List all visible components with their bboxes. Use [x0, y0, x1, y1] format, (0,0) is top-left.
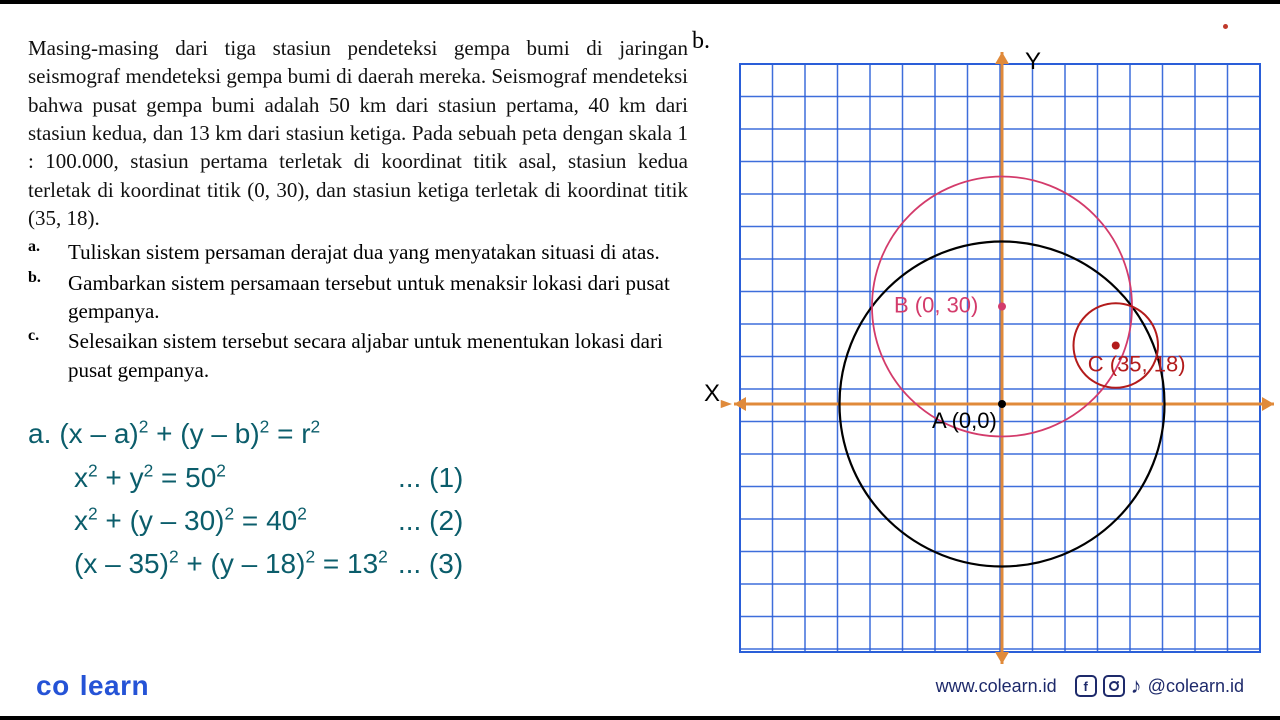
eq3-tag: ... (3) [398, 542, 463, 585]
item-c-text: Selesaikan sistem tersebut secara aljaba… [68, 327, 688, 384]
footer-url: www.colearn.id [936, 676, 1057, 697]
item-b-label: b. [28, 269, 50, 326]
left-column: Masing-masing dari tiga stasiun pendetek… [28, 34, 688, 586]
problem-paragraph: Masing-masing dari tiga stasiun pendetek… [28, 34, 688, 232]
main-content: Masing-masing dari tiga stasiun pendetek… [0, 4, 1280, 586]
problem-item-b: b. Gambarkan sistem persamaan tersebut u… [28, 269, 688, 326]
item-a-text: Tuliskan sistem persaman derajat dua yan… [68, 238, 688, 266]
eq2-tag: ... (2) [398, 499, 463, 542]
eq-general-row: a. (x – a)2 + (y – b)2 = r2 [28, 412, 688, 455]
chart-svg: A (0,0) B (0, 30) C (35, 18) [730, 54, 1270, 674]
eq3-row: (x – 35)2 + (y – 18)2 = 132 ... (3) [74, 542, 688, 585]
item-b-text: Gambarkan sistem persamaan tersebut untu… [68, 269, 688, 326]
problem-item-c: c. Selesaikan sistem tersebut secara alj… [28, 327, 688, 384]
item-c-label: c. [28, 327, 50, 384]
social-icons: f ♪ @colearn.id [1075, 673, 1244, 699]
eq-general: (x – a)2 + (y – b)2 = r2 [59, 412, 320, 455]
y-axis-label: Y [1025, 48, 1041, 76]
eq3: (x – 35)2 + (y – 18)2 = 132 [74, 542, 388, 585]
svg-text:A (0,0): A (0,0) [932, 408, 997, 433]
answer-a-equations: a. (x – a)2 + (y – b)2 = r2 x2 + y2 = 50… [28, 412, 688, 586]
logo-part2: learn [80, 670, 149, 701]
eq1-row: x2 + y2 = 502 ... (1) [74, 456, 688, 499]
tiktok-icon: ♪ [1131, 673, 1142, 699]
x-axis-label: X [704, 380, 720, 408]
eq1-tag: ... (1) [398, 456, 463, 499]
problem-item-a: a. Tuliskan sistem persaman derajat dua … [28, 238, 688, 266]
footer-right: www.colearn.id f ♪ @colearn.id [936, 673, 1244, 699]
right-column: b. Y X A (0,0)B (0, 30)C (35, 18) [712, 34, 1252, 586]
facebook-icon: f [1075, 675, 1097, 697]
decorative-dot [1223, 24, 1228, 29]
brand-logo: colearn [36, 670, 149, 702]
chart-b-label: b. [692, 28, 710, 55]
answer-a-prefix: a. [28, 412, 51, 455]
logo-part1: co [36, 670, 70, 701]
footer-bar: colearn www.colearn.id f ♪ @colearn.id [0, 670, 1280, 702]
svg-text:B (0, 30): B (0, 30) [894, 293, 978, 318]
eq2-row: x2 + (y – 30)2 = 402 ... (2) [74, 499, 688, 542]
eq1: x2 + y2 = 502 [74, 456, 374, 499]
chart-area: Y X A (0,0)B (0, 30)C (35, 18) [730, 54, 1270, 679]
item-a-label: a. [28, 238, 50, 266]
instagram-icon [1103, 675, 1125, 697]
eq2: x2 + (y – 30)2 = 402 [74, 499, 374, 542]
svg-text:C (35, 18): C (35, 18) [1088, 352, 1186, 377]
problem-list: a. Tuliskan sistem persaman derajat dua … [28, 238, 688, 384]
footer-handle: @colearn.id [1148, 676, 1244, 697]
